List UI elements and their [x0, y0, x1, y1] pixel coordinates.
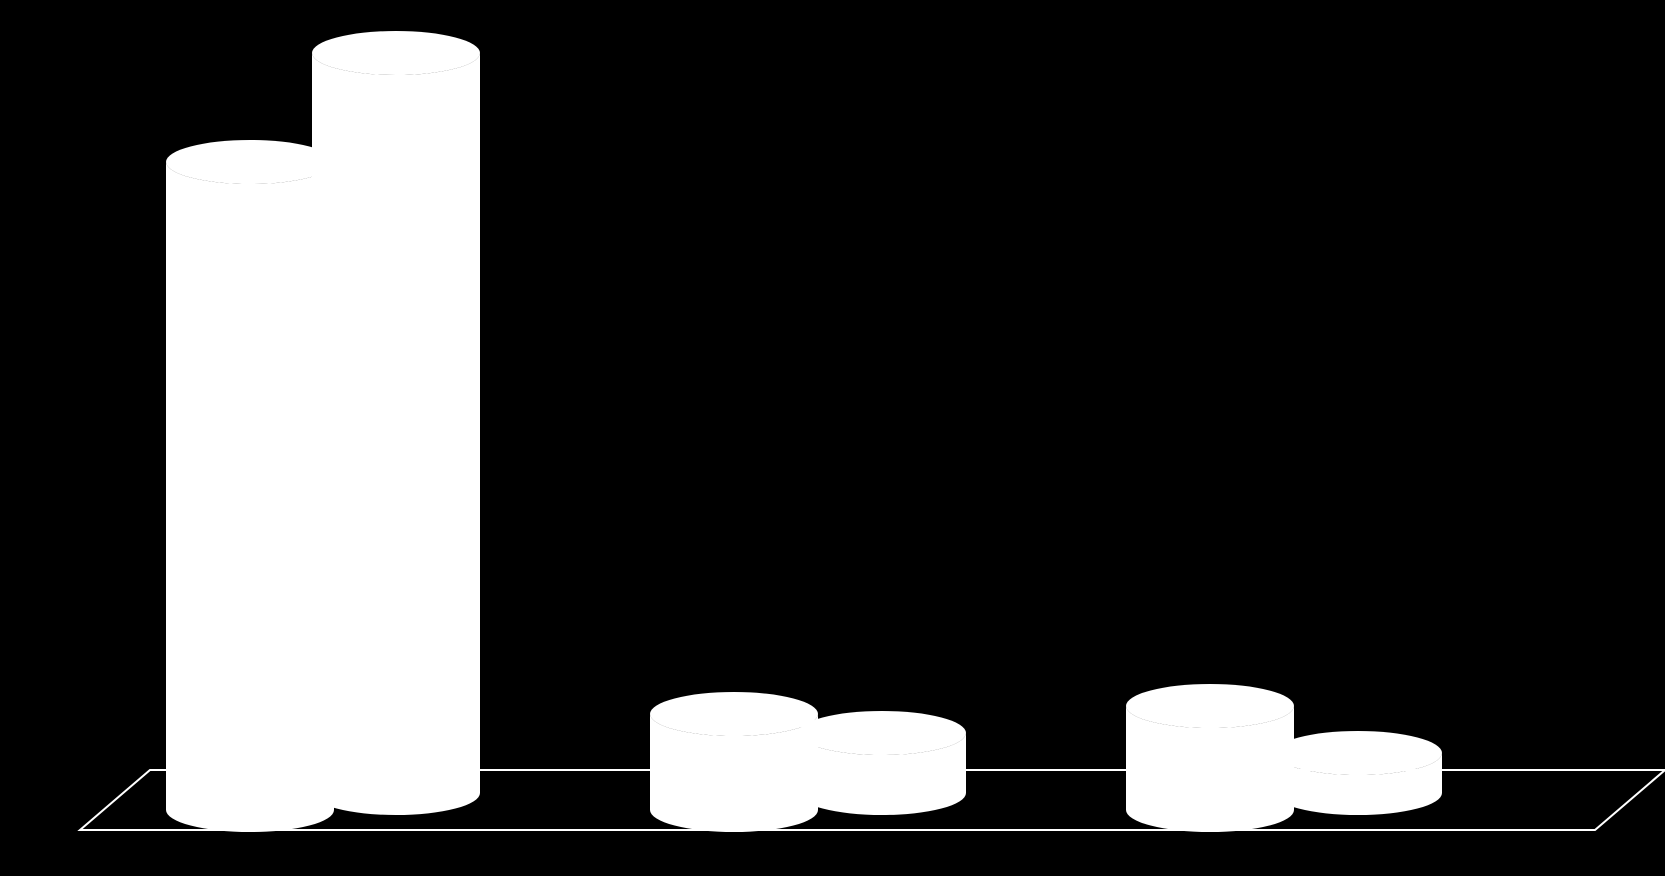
bar-2b-cap — [798, 711, 966, 755]
bar-2a — [650, 692, 818, 832]
bar-1b — [312, 31, 480, 815]
bar-1b-cap — [312, 31, 480, 75]
bar-2b — [798, 711, 966, 815]
bar-1a-cap — [166, 140, 334, 184]
group-2 — [650, 692, 966, 832]
bar-3b-cap — [1274, 731, 1442, 775]
cylinder-bar-chart — [0, 0, 1665, 876]
bar-3a — [1126, 684, 1294, 832]
bar-1a — [166, 140, 334, 832]
bar-3b — [1274, 731, 1442, 815]
bar-1b-body — [312, 53, 480, 815]
group-1 — [166, 31, 480, 832]
bar-1a-body — [166, 162, 334, 832]
bar-3a-cap — [1126, 684, 1294, 728]
chart-svg — [0, 0, 1665, 876]
group-3 — [1126, 684, 1442, 832]
bar-2a-cap — [650, 692, 818, 736]
